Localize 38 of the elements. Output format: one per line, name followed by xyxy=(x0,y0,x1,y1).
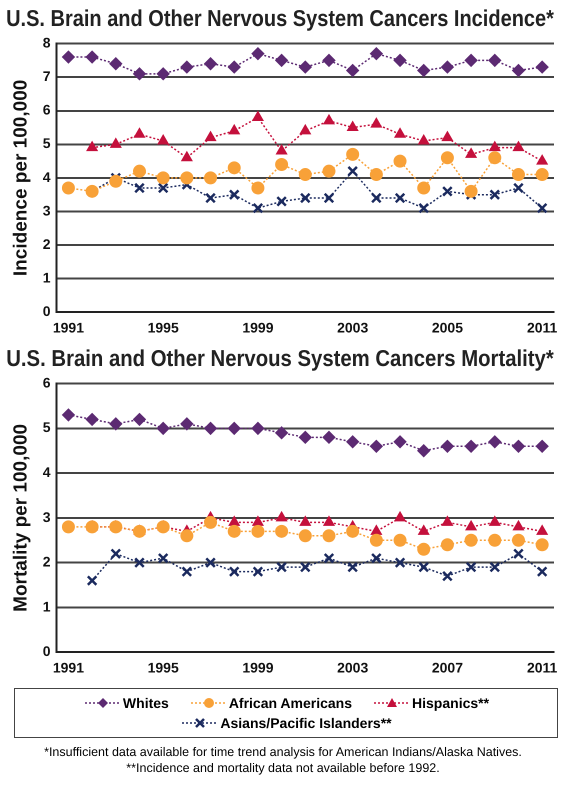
y-tick-label: 5 xyxy=(42,419,51,436)
text: *Insufficient data available for time trend analysis for American Indians/Alaska Natives. xyxy=(43,744,523,760)
x-tick-label: 1995 xyxy=(148,319,179,336)
text: **Incidence and mortality data not available before 1992. xyxy=(125,760,441,776)
chart-title: U.S. Brain and Other Nervous System Cancers Mortality* xyxy=(6,344,554,372)
y-tick-label: 1 xyxy=(42,269,51,286)
y-tick-label: 4 xyxy=(42,168,51,185)
y-tick-label: 7 xyxy=(42,68,51,84)
y-tick-label: 6 xyxy=(42,102,51,118)
y-tick-label: 3 xyxy=(42,508,51,525)
y-axis-title: Mortality per 100,000 xyxy=(10,424,32,612)
chart-title: U.S. Brain and Other Nervous System Cancers Incidence* xyxy=(6,4,554,32)
x-tick-label: 1999 xyxy=(242,659,274,676)
x-tick-label: 1995 xyxy=(148,659,179,676)
y-axis-title: Incidence per 100,000 xyxy=(10,80,32,276)
y-tick-label: 6 xyxy=(42,374,51,390)
x-tick-label: 1999 xyxy=(242,319,274,336)
x-tick-label: 2007 xyxy=(432,659,464,676)
y-tick-label: 0 xyxy=(42,303,51,320)
legend-label: Asians/Pacific Islanders** xyxy=(220,715,392,731)
legend-label: Whites xyxy=(122,695,169,711)
x-tick-label: 2003 xyxy=(337,659,368,676)
y-tick-label: 2 xyxy=(42,554,51,570)
x-tick-label: 2011 xyxy=(526,319,558,336)
legend-label: Hispanics** xyxy=(412,695,490,711)
y-tick-label: 5 xyxy=(42,135,51,152)
y-tick-label: 1 xyxy=(42,598,51,614)
x-tick-label: 2003 xyxy=(337,319,368,336)
y-tick-label: 2 xyxy=(42,236,51,252)
x-tick-label: 2005 xyxy=(432,319,464,336)
x-tick-label: 1991 xyxy=(52,659,84,676)
x-tick-label: 2011 xyxy=(526,659,558,676)
y-tick-label: 3 xyxy=(42,202,51,218)
x-tick-label: 1991 xyxy=(52,319,84,336)
y-tick-label: 8 xyxy=(42,34,51,50)
y-tick-label: 4 xyxy=(42,464,51,480)
y-tick-label: 0 xyxy=(42,643,51,660)
legend-label: African Americans xyxy=(228,695,352,711)
